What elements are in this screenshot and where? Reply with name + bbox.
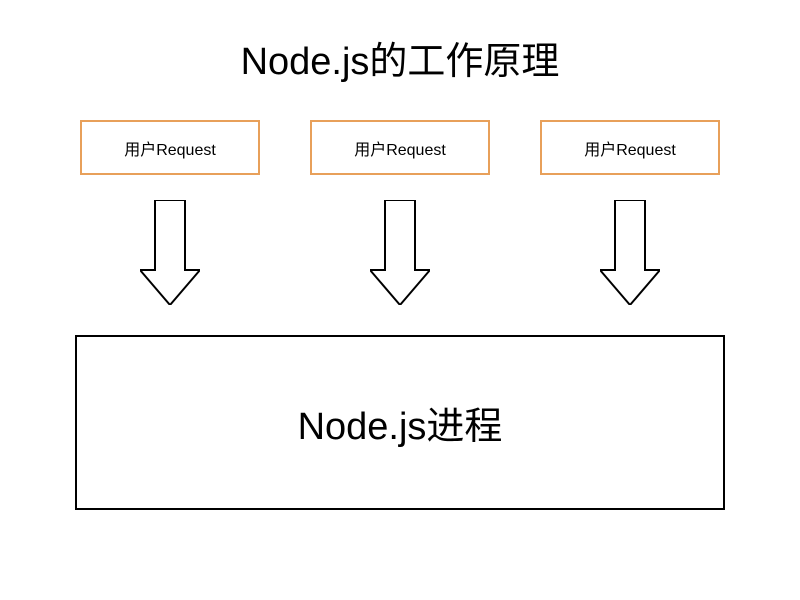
down-arrow-icon [370,200,430,305]
request-box-2: 用户Request [540,120,720,175]
diagram-canvas: Node.js的工作原理 用户Request 用户Request 用户Request… [0,0,800,600]
down-arrow-icon [600,200,660,305]
request-box-0: 用户Request [80,120,260,175]
process-label: Node.js进程 [298,395,503,450]
request-label: 用户Request [354,136,446,160]
diagram-title: Node.js的工作原理 [0,30,800,85]
request-box-1: 用户Request [310,120,490,175]
process-box: Node.js进程 [75,335,725,510]
request-label: 用户Request [584,136,676,160]
request-label: 用户Request [124,136,216,160]
down-arrow-icon [140,200,200,305]
